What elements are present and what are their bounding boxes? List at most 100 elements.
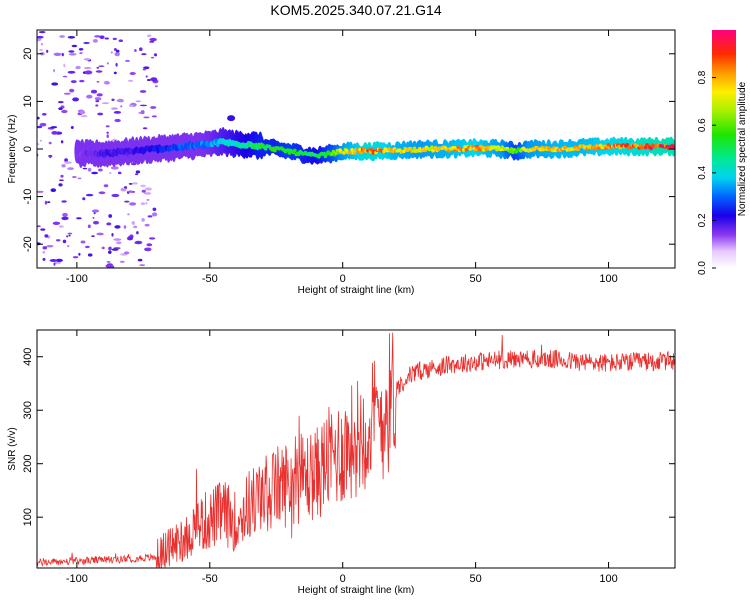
spectrogram-noise-blob (62, 75, 68, 78)
spectrogram-noise-blob (61, 164, 66, 168)
spectrogram-noise-blob (44, 234, 49, 238)
spectrogram-noise-blob (39, 49, 43, 51)
spectrogram-noise-blob (143, 116, 150, 119)
spectrogram-noise-blob (111, 248, 119, 251)
spectrogram-noise-blob (140, 184, 146, 188)
spectrogram-noise-blob (40, 228, 46, 231)
spectrogram-noise-blob (49, 155, 52, 159)
spectrogram-noise-blob (42, 257, 46, 261)
spectrogram-noise-blob (86, 94, 93, 99)
spectrogram-noise-blob (39, 122, 47, 127)
colorbar-tick-label: 0.8 (697, 70, 708, 84)
spectrogram-noise-blob (96, 232, 104, 236)
spectrogram-ridge-core (456, 145, 461, 150)
spectrogram-ridge-core (649, 146, 653, 151)
spectrogram-noise-blob (42, 251, 46, 254)
spectrogram-noise-blob (85, 193, 94, 197)
spectrogram-noise-blob (139, 90, 147, 93)
spectrogram-noise-blob (111, 193, 120, 198)
spectrogram-noise-blob (143, 66, 150, 70)
spectrogram-noise-blob (58, 225, 64, 228)
spectrogram-noise-blob (141, 189, 146, 193)
spectrogram-ridge-core (358, 147, 362, 152)
spectrogram-ridge-core (463, 145, 467, 149)
spectrogram-noise-blob (78, 252, 81, 256)
spectrogram-ridge-core (273, 148, 277, 153)
colorbar: 0.0 0.2 0.4 0.6 0.8 Normalized spectral ampl… (697, 30, 748, 275)
spectrogram-noise-blob (98, 191, 106, 195)
spectrogram-noise-blob (120, 187, 127, 192)
spectrogram-marks (37, 30, 675, 268)
spectrogram-noise-blob (62, 212, 68, 217)
colorbar-tick-label: 0.4 (697, 165, 708, 179)
spectrogram-noise-blob (152, 79, 157, 82)
spectrogram-noise-blob (108, 214, 113, 218)
spectrogram-noise-blob (91, 235, 95, 238)
spectrogram-noise-blob (37, 116, 40, 120)
spectrogram-noise-blob (151, 115, 157, 118)
spectrogram-noise-blob (150, 106, 157, 109)
spectrogram-noise-blob (116, 241, 122, 245)
spectrogram-noise-blob (110, 166, 119, 170)
spectrogram-noise-blob (59, 35, 65, 38)
spectrogram-noise-blob (97, 112, 104, 116)
spectrogram-ridge-core (464, 148, 469, 152)
spectrogram-ridge-core (342, 151, 346, 155)
spectrogram-noise-blob (114, 118, 121, 123)
spectrogram-noise-blob (37, 125, 43, 129)
spectrogram-noise-blob (80, 240, 86, 244)
spectrogram-noise-blob (106, 261, 111, 263)
spectrogram-noise-blob (128, 104, 134, 107)
spectrogram-noise-blob (117, 171, 122, 175)
spectrogram-noise-blob (108, 250, 112, 254)
spectrogram-noise-blob (135, 170, 141, 174)
spectrogram-noise-blob (78, 48, 84, 51)
spectrogram-noise-blob (141, 218, 145, 222)
spectrogram-noise-blob (63, 63, 66, 68)
snr-xtick-label: 100 (599, 573, 617, 585)
spectrogram-noise-blob (69, 88, 75, 93)
spectrogram-noise-blob (142, 68, 146, 71)
spectrogram-noise-blob (92, 217, 95, 219)
snr-ytick-label: 300 (22, 401, 34, 419)
spectrogram-noise-blob (93, 220, 99, 225)
spectrogram-noise-blob (46, 49, 49, 53)
spectrogram-noise-blob (85, 245, 90, 249)
spectrogram-noise-blob (134, 49, 137, 52)
spectrogram-ridge-core (473, 147, 478, 152)
spectrogram-noise-blob (146, 199, 150, 201)
spectrogram-noise-blob (99, 35, 105, 39)
snr-frame (36, 329, 676, 569)
spectrogram-noise-blob (92, 39, 98, 43)
spectrogram-noise-blob (149, 41, 155, 43)
spectrogram-noise-blob (111, 233, 114, 237)
spectrogram-noise-blob (144, 223, 150, 227)
spectrogram-noise-blob (123, 251, 130, 255)
spectrogram-noise-blob (140, 202, 146, 205)
spectrogram-ytick-label: 0 (22, 146, 34, 152)
spectrogram-noise-blob (67, 167, 74, 171)
spectrogram-noise-blob (129, 72, 136, 75)
spectrogram-ridge-core (625, 143, 629, 147)
spectrogram-noise-blob (146, 34, 152, 38)
spectrogram-noise-blob (91, 209, 100, 213)
colorbar-tick-label: 0.2 (697, 213, 708, 227)
spectrogram-noise-blob (106, 134, 109, 139)
spectrogram-xtick-label: -100 (66, 273, 88, 285)
spectrogram-noise-blob (57, 101, 64, 104)
spectrogram-noise-blob (83, 66, 92, 70)
spectrogram-noise-blob (79, 110, 86, 115)
snr-series-line (37, 332, 675, 568)
spectrogram-noise-blob (112, 37, 117, 41)
spectrogram-noise-blob (60, 140, 64, 144)
spectrogram-ridge-core (370, 148, 374, 152)
spectrogram-noise-blob (152, 207, 157, 211)
spectrogram-noise-blob (79, 52, 83, 54)
spectrogram-noise-blob (111, 107, 118, 110)
spectrogram-noise-blob (67, 232, 73, 235)
spectrogram-noise-blob (154, 85, 158, 88)
spectrogram-ridge-core (297, 152, 301, 157)
spectrogram-ridge-core (350, 148, 354, 152)
